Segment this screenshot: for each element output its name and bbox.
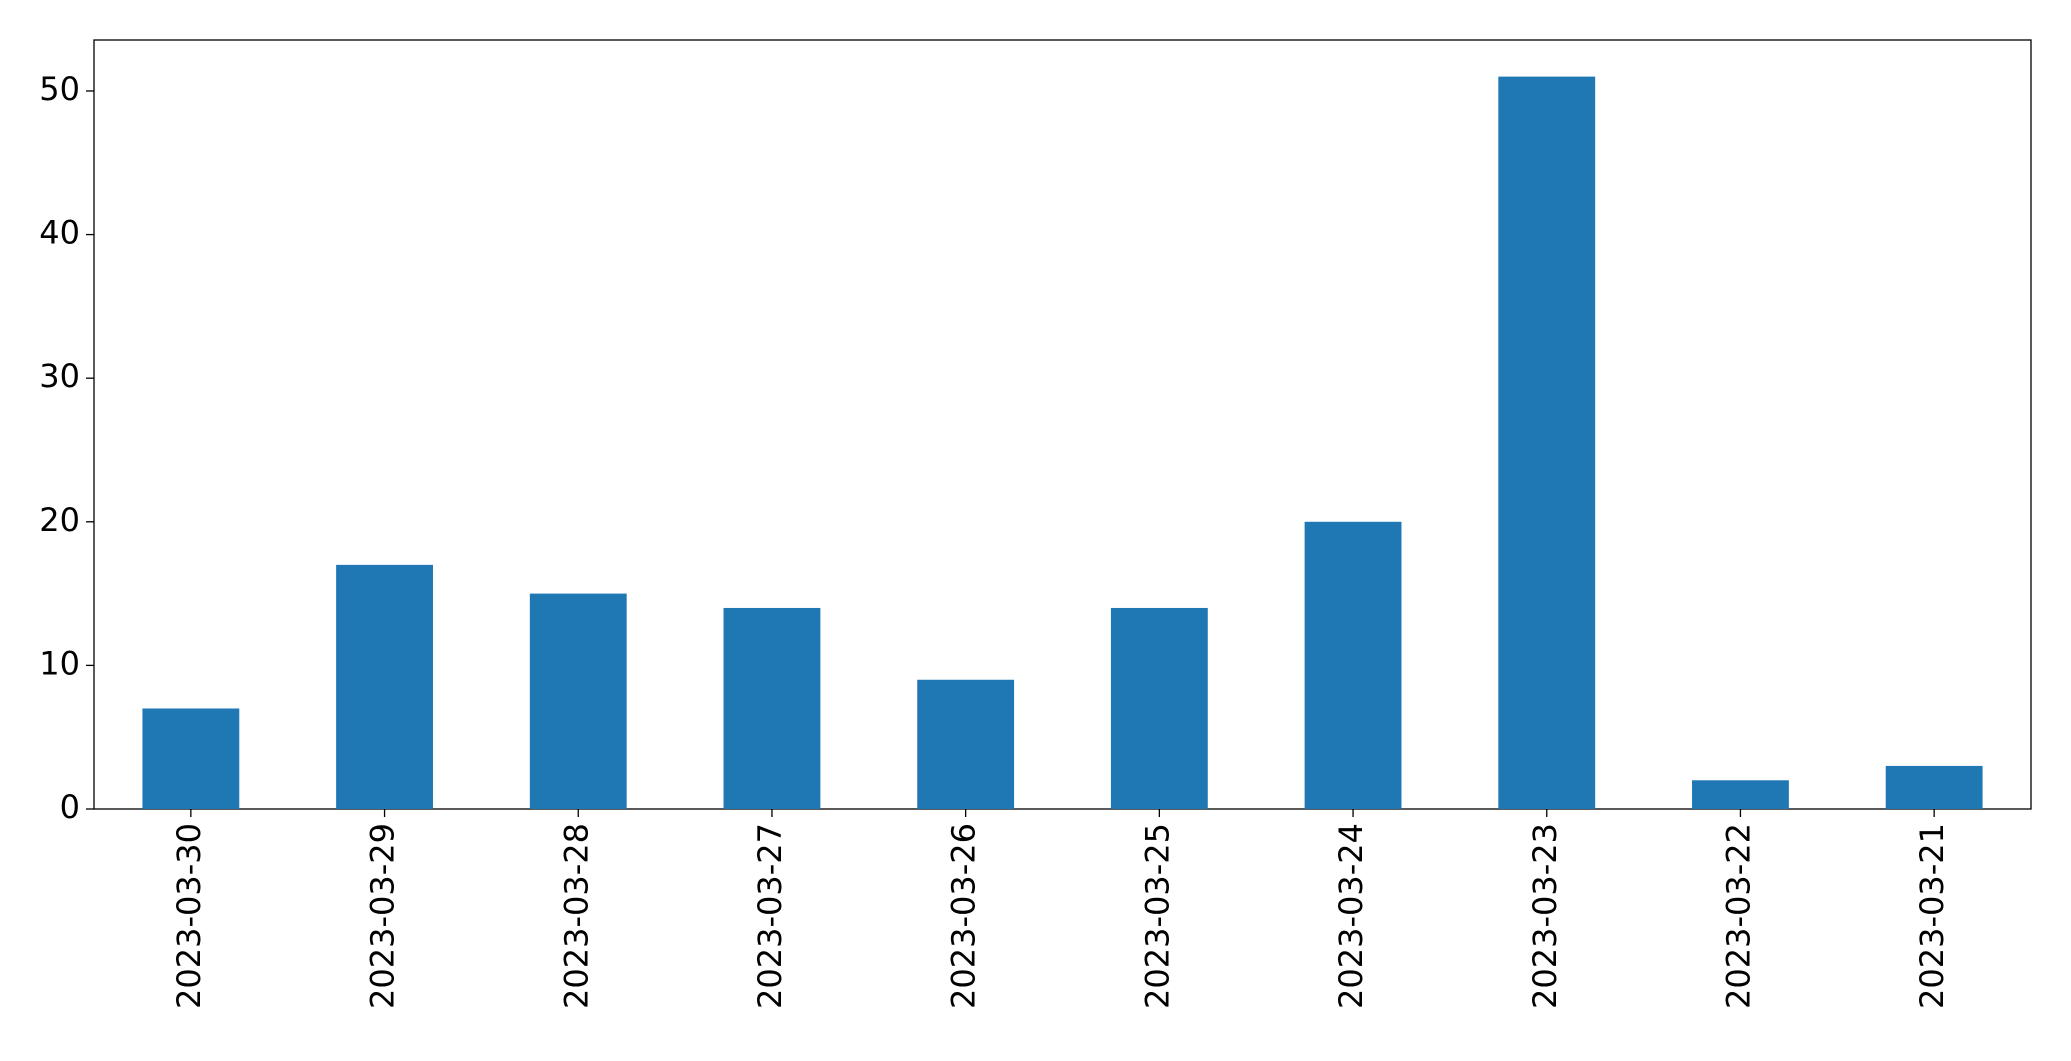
bar: [1885, 765, 1983, 809]
y-tick-label: 50: [39, 70, 80, 108]
x-tick-label: 2023-03-30: [170, 823, 208, 1009]
plot-frame: [93, 39, 2032, 810]
bar: [336, 564, 433, 809]
bar: [723, 607, 821, 809]
bar: [917, 679, 1015, 809]
x-tick-label: 2023-03-24: [1332, 823, 1370, 1009]
x-tick-label: 2023-03-28: [557, 823, 595, 1009]
x-tick-label: 2023-03-29: [364, 823, 402, 1009]
bar: [1498, 76, 1596, 810]
bar: [1304, 521, 1402, 809]
y-tick-label: 10: [39, 644, 80, 682]
x-tick-label: 2023-03-23: [1526, 823, 1564, 1009]
y-tick-label: 20: [39, 501, 80, 539]
bar: [1692, 780, 1789, 809]
x-tick-label: 2023-03-21: [1913, 823, 1951, 1009]
x-tick-label: 2023-03-22: [1719, 823, 1757, 1009]
y-tick-label: 40: [39, 214, 80, 252]
bar: [142, 708, 240, 809]
y-tick-label: 30: [39, 357, 80, 395]
bar: [529, 593, 627, 809]
y-tick-label: 0: [60, 788, 80, 826]
x-tick-label: 2023-03-27: [751, 823, 789, 1009]
bar: [1110, 607, 1208, 809]
x-tick-label: 2023-03-26: [945, 823, 983, 1009]
x-tick-label: 2023-03-25: [1138, 823, 1176, 1009]
